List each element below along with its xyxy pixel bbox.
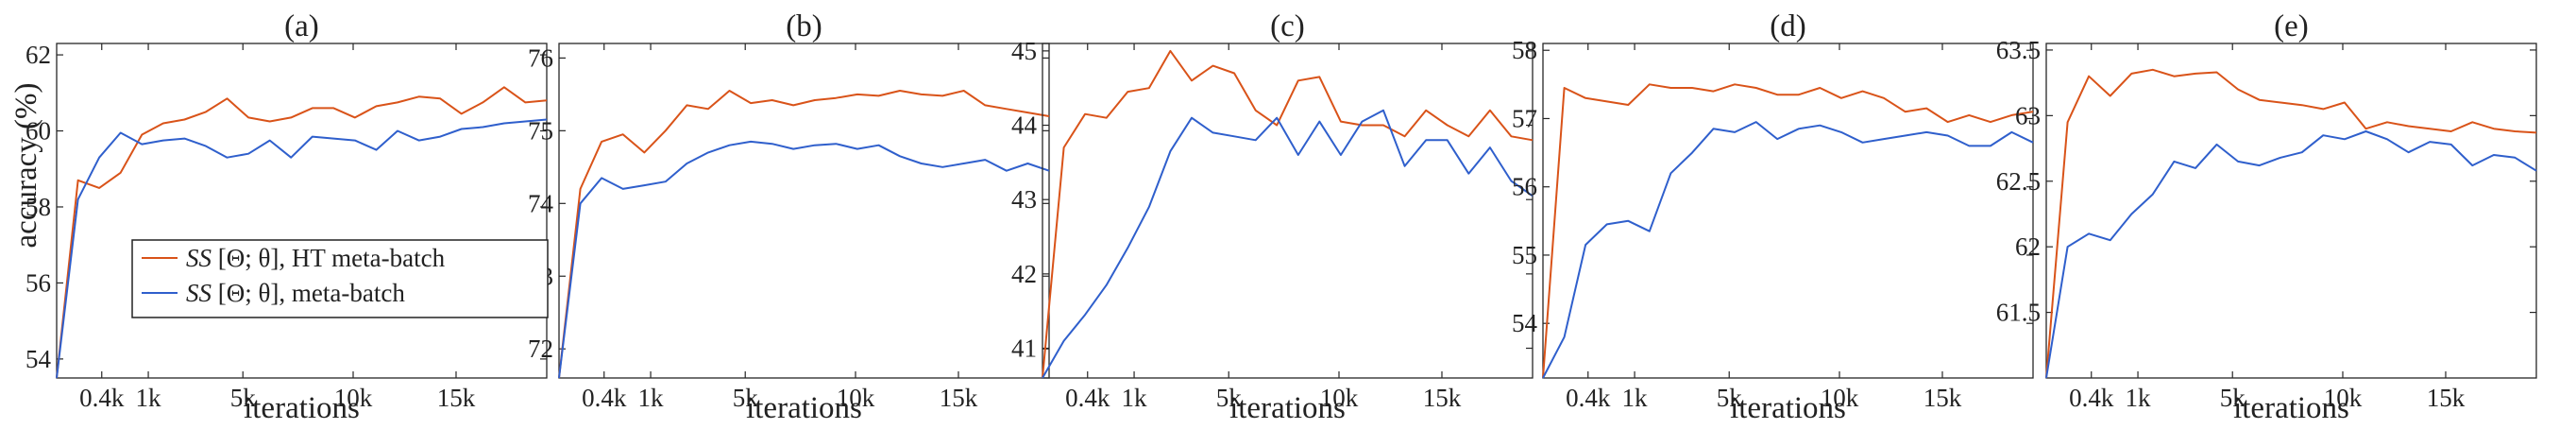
x-tick-label: 0.4k xyxy=(2069,384,2114,412)
x-tick-label: 5k xyxy=(1216,384,1243,412)
legend-label-meta-rest: [Θ; θ], meta-batch xyxy=(212,279,405,307)
series-line-meta-batch xyxy=(56,118,548,379)
x-tick-label: 10k xyxy=(1821,384,1859,412)
x-tick-label: 0.4k xyxy=(1065,384,1110,412)
legend-label-meta-prefix: SS xyxy=(186,279,212,307)
x-tick-label: 10k xyxy=(1320,384,1359,412)
legend-label-meta: SS [Θ; θ], meta-batch xyxy=(186,279,405,307)
x-tick-label: 5k xyxy=(1717,384,1743,412)
x-tick-label: 15k xyxy=(1423,384,1462,412)
y-tick-label: 63 xyxy=(2015,101,2041,129)
y-axis-label: accuracy (%) xyxy=(9,83,43,249)
legend-box xyxy=(131,239,549,318)
x-tick-label: 15k xyxy=(437,384,476,412)
x-tick-label: 10k xyxy=(2324,384,2363,412)
y-tick-label: 58 xyxy=(1512,36,1537,64)
x-tick-label: 1k xyxy=(638,384,665,412)
series-line-meta-batch xyxy=(1042,109,1534,379)
x-tick-label: 15k xyxy=(940,384,978,412)
plot-frame xyxy=(558,43,1050,379)
y-tick-label: 56 xyxy=(25,268,51,297)
panel-a: (a) 54 56 58 60 62 0.4k 1k 5k 10k 15k iterations xyxy=(25,9,548,425)
x-tick-label: 10k xyxy=(334,384,373,412)
series-line-meta-batch xyxy=(558,140,1050,379)
y-tick-label: 44 xyxy=(1011,112,1038,140)
x-tick-label: 1k xyxy=(2126,384,2152,412)
panel-title: (c) xyxy=(1270,9,1305,43)
plot-frame xyxy=(1042,43,1534,379)
panel-title: (d) xyxy=(1770,9,1805,43)
x-tick-label: 1k xyxy=(1622,384,1649,412)
x-axis-label: iterations xyxy=(2233,391,2349,425)
x-tick-label: 10k xyxy=(837,384,875,412)
legend-label-ht-rest: [Θ; θ], HT meta-batch xyxy=(212,244,446,272)
series-line-ht-meta-batch xyxy=(1542,83,2034,379)
y-tick-label: 54 xyxy=(1512,309,1538,337)
series-line-ht-meta-batch xyxy=(56,86,548,379)
y-tick-label: 56 xyxy=(1512,173,1537,201)
panel-title: (a) xyxy=(284,9,319,43)
y-tick-label: 42 xyxy=(1011,260,1037,288)
plot-frame xyxy=(2045,43,2537,379)
x-tick-label: 5k xyxy=(733,384,759,412)
y-tick-label: 76 xyxy=(528,43,553,72)
y-tick-label: 75 xyxy=(528,116,553,145)
x-tick-label: 15k xyxy=(2427,384,2466,412)
y-tick-label: 62.5 xyxy=(1996,167,2041,196)
x-tick-label: 1k xyxy=(136,384,162,412)
x-tick-label: 5k xyxy=(2220,384,2246,412)
series-line-ht-meta-batch xyxy=(2045,68,2537,379)
panel-c: (c) 41 42 43 44 45 0.4k 1k 5k 10k 15k iterations xyxy=(1011,9,1534,425)
x-tick-label: 1k xyxy=(1122,384,1148,412)
x-axis-label: iterations xyxy=(1730,391,1846,425)
y-tick-label: 72 xyxy=(528,335,553,363)
legend-label-ht-prefix: SS xyxy=(186,244,212,272)
x-tick-label: 0.4k xyxy=(1566,384,1611,412)
y-tick-label: 43 xyxy=(1011,185,1037,214)
y-tick-label: 60 xyxy=(25,117,51,146)
x-tick-label: 0.4k xyxy=(79,384,125,412)
legend: SS [Θ; θ], HT meta-batch SS [Θ; θ], meta… xyxy=(131,239,549,318)
series-line-meta-batch xyxy=(2045,130,2537,379)
y-tick-label: 54 xyxy=(25,345,52,373)
plot-frame xyxy=(56,43,548,379)
plot-frame xyxy=(1542,43,2034,379)
y-tick-label: 55 xyxy=(1512,241,1537,269)
x-axis-label: iterations xyxy=(746,391,862,425)
legend-label-ht: SS [Θ; θ], HT meta-batch xyxy=(186,244,446,272)
y-tick-label: 57 xyxy=(1512,104,1537,132)
panel-d: (d) 54 55 56 57 58 0.4k 1k 5k 10k 15k iterations xyxy=(1512,9,2034,425)
x-tick-label: 15k xyxy=(1924,384,1962,412)
y-tick-label: 62 xyxy=(2015,232,2041,261)
series-line-ht-meta-batch xyxy=(1042,49,1534,379)
y-tick-label: 63.5 xyxy=(1996,36,2041,64)
series-line-meta-batch xyxy=(1542,121,2034,379)
x-tick-label: 5k xyxy=(230,384,257,412)
series-line-ht-meta-batch xyxy=(558,90,1050,379)
y-tick-label: 45 xyxy=(1011,37,1037,65)
y-tick-label: 58 xyxy=(25,193,51,221)
panel-title: (b) xyxy=(786,9,822,43)
panel-e: (e) 61.5 62 62.5 63 63.5 0.4k 1k 5k 10k 15k iterati… xyxy=(1996,9,2537,425)
x-axis-label: iterations xyxy=(244,391,360,425)
y-tick-label: 62 xyxy=(25,41,51,69)
y-tick-label: 41 xyxy=(1011,335,1037,363)
panel-title: (e) xyxy=(2274,9,2309,43)
x-axis-label: iterations xyxy=(1229,391,1346,425)
x-tick-label: 0.4k xyxy=(582,384,627,412)
y-tick-label: 61.5 xyxy=(1996,299,2041,327)
y-tick-label: 74 xyxy=(528,189,554,217)
